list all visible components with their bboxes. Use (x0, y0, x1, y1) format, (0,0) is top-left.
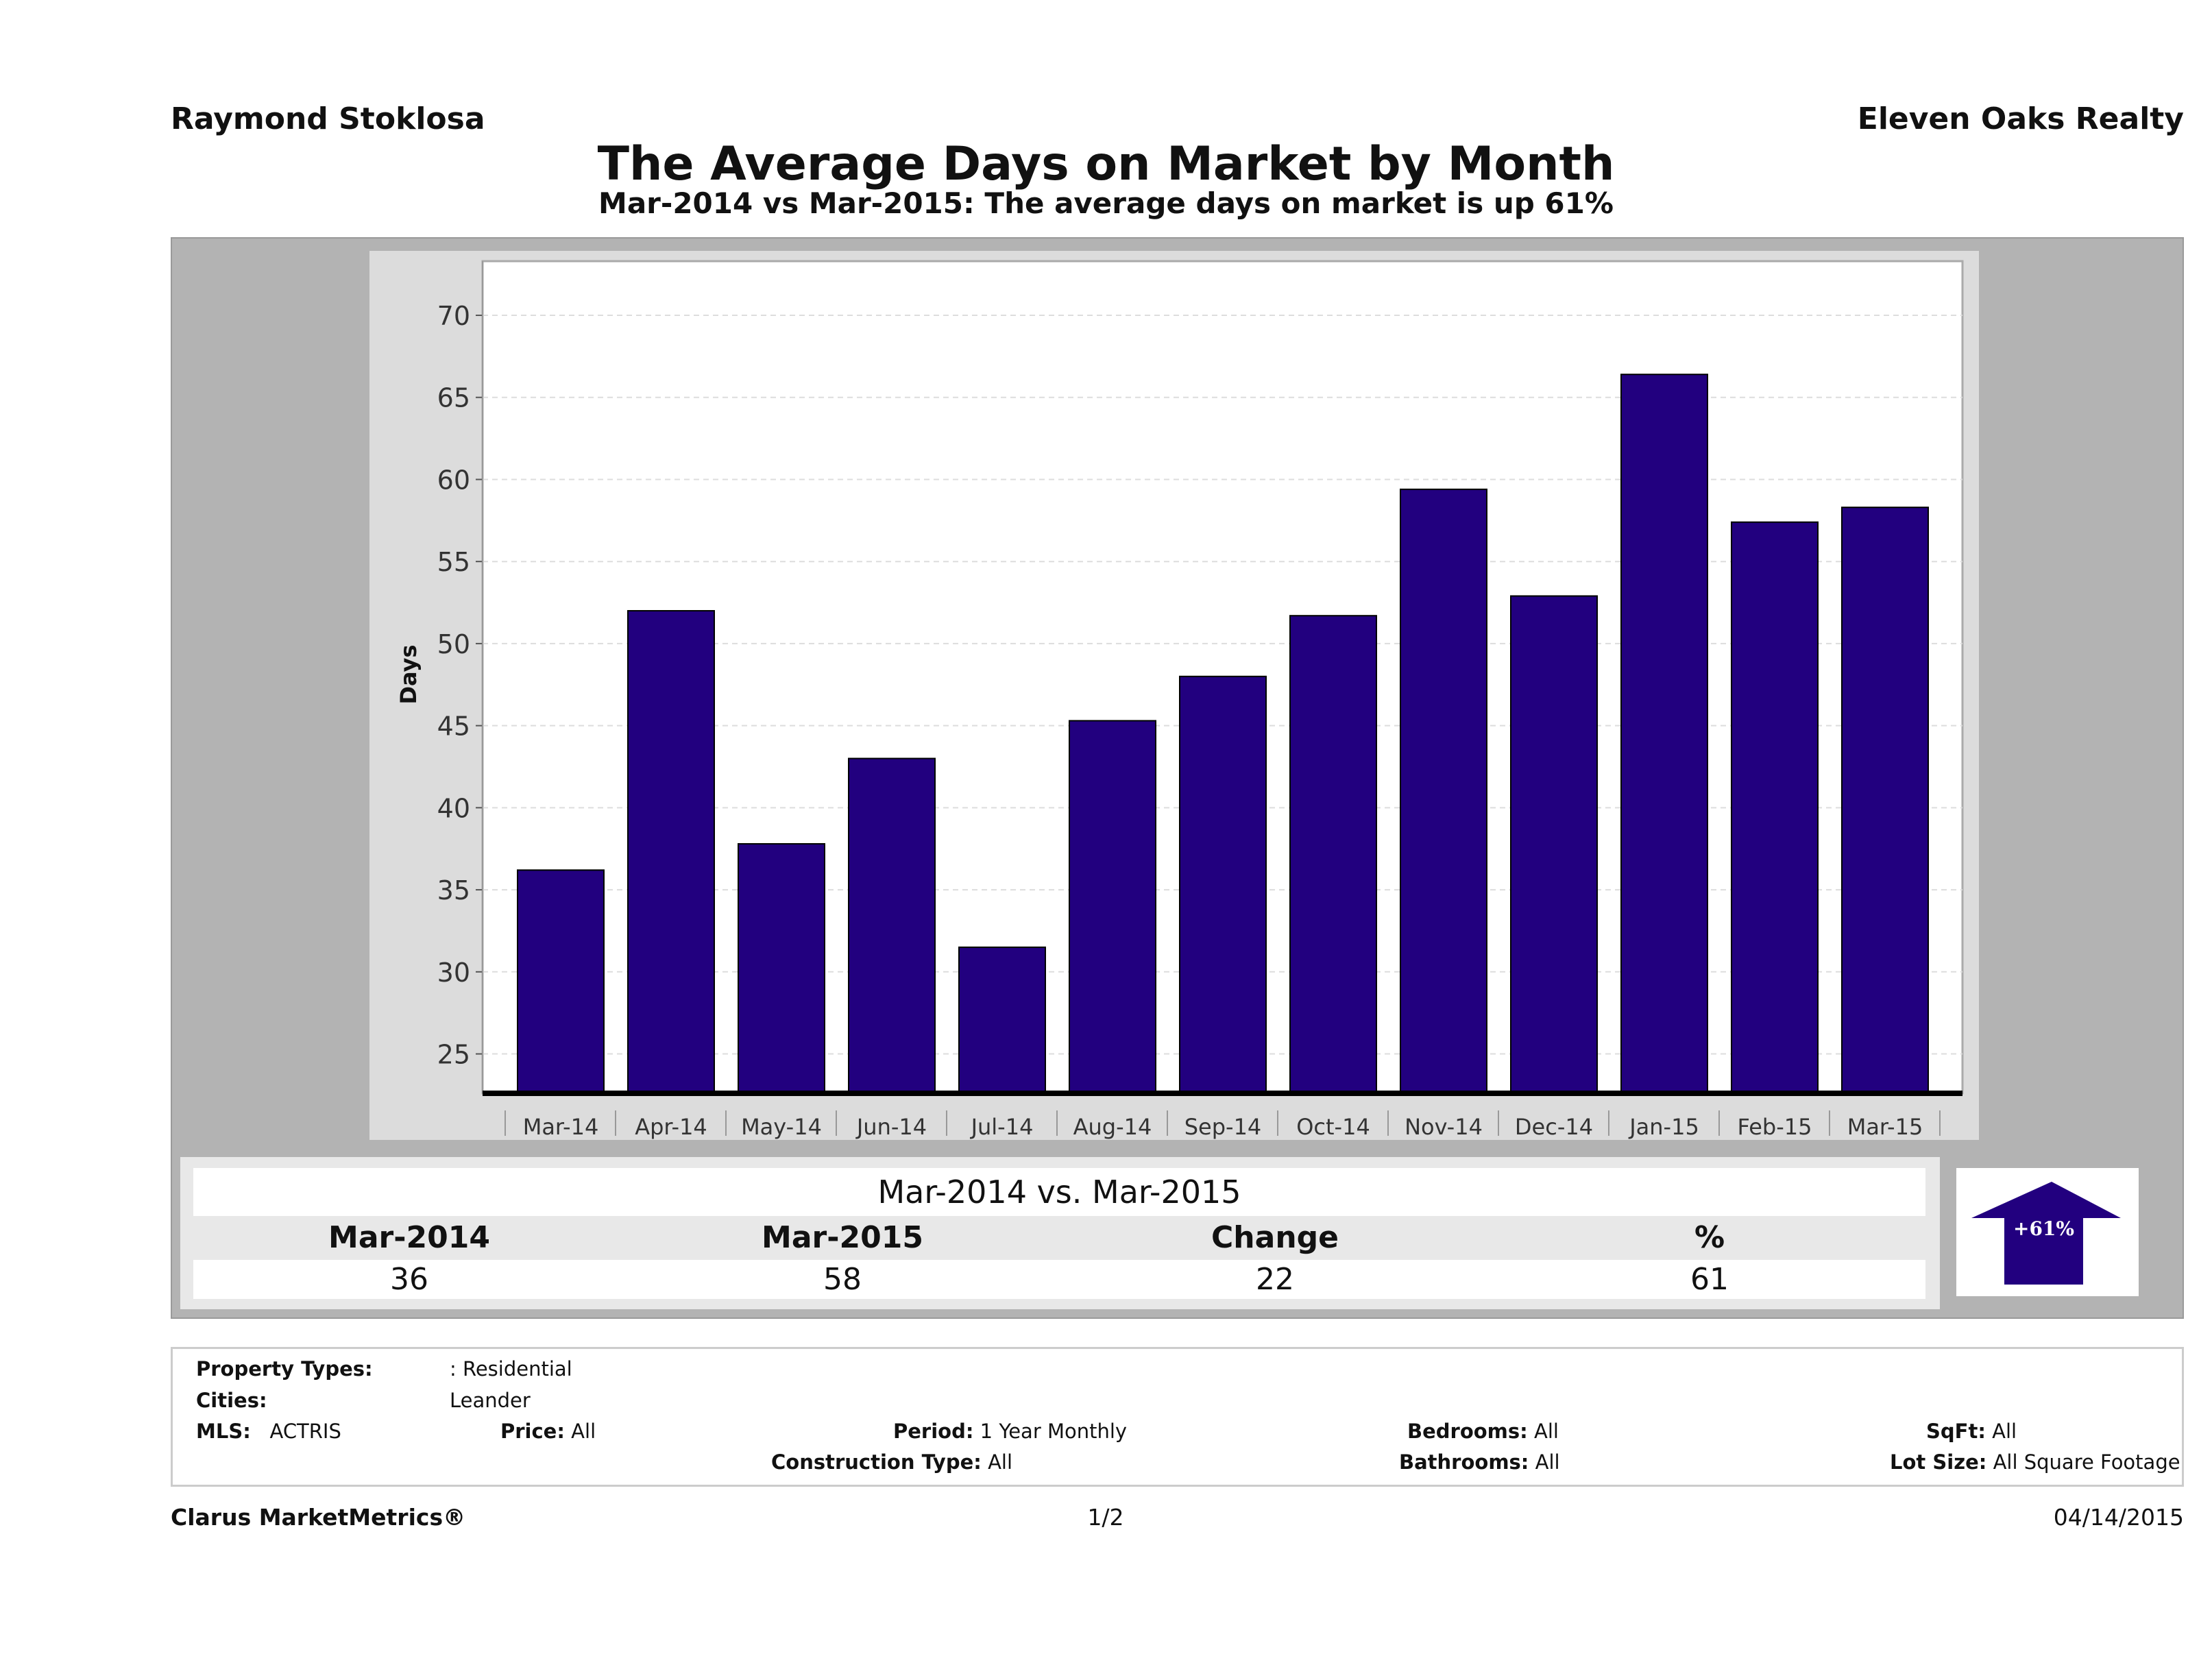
comparison-title-row: Mar-2014 vs. Mar-2015 (193, 1168, 1925, 1216)
footer-brand: Clarus MarketMetrics® (171, 1504, 466, 1531)
x-tick-label: Sep-14 (1184, 1114, 1262, 1140)
header-mar-2014: Mar-2014 (328, 1220, 490, 1255)
filter-lot-label: Lot Size: (1890, 1450, 1987, 1474)
comparison-title: Mar-2014 vs. Mar-2015 (877, 1174, 1241, 1211)
x-tick-label: Mar-14 (523, 1114, 599, 1140)
footer-page: 1/2 (1087, 1504, 1124, 1531)
bar-aug-14 (1069, 720, 1156, 1094)
filter-property-types-value: : Residential (450, 1357, 572, 1381)
filter-cities-label: Cities: (196, 1389, 267, 1412)
filter-property-types: Property Types: (196, 1357, 373, 1381)
y-tick-label: 60 (437, 465, 470, 495)
x-tick-label: Aug-14 (1073, 1114, 1152, 1140)
y-tick-label: 50 (437, 629, 470, 659)
filter-summary (171, 1347, 2184, 1487)
filter-construction-label: Construction Type: (771, 1450, 982, 1474)
x-tick-label: Mar-15 (1847, 1114, 1923, 1140)
filter-sqft-label: SqFt: (1926, 1420, 1986, 1443)
y-tick-label: 45 (437, 712, 470, 742)
value-change: 22 (1256, 1262, 1294, 1297)
agent-name: Raymond Stoklosa (171, 101, 485, 136)
filter-bedrooms-label: Bedrooms: (1407, 1420, 1528, 1443)
header-mar-2015: Mar-2015 (762, 1220, 923, 1255)
up-arrow-icon (1971, 1182, 2121, 1285)
x-tick-label: Oct-14 (1296, 1114, 1370, 1140)
y-tick-label: 65 (437, 383, 470, 413)
filter-period-value: 1 Year Monthly (980, 1420, 1128, 1443)
bar-feb-15 (1731, 521, 1819, 1094)
x-tick-label: Dec-14 (1515, 1114, 1593, 1140)
filter-price-label: Price: (500, 1420, 565, 1443)
filter-bedrooms-value: All (1533, 1420, 1559, 1443)
company-name: Eleven Oaks Realty (1857, 101, 2184, 136)
bar-dec-14 (1510, 595, 1598, 1094)
chart-subtitle: Mar-2014 vs Mar-2015: The average days o… (598, 186, 1614, 220)
y-tick-label: 35 (437, 875, 470, 905)
y-tick-label: 25 (437, 1040, 470, 1070)
filter-sqft-value: All (1992, 1420, 2017, 1443)
filter-mls-value: ACTRIS (269, 1420, 341, 1443)
value-mar-2014: 36 (390, 1262, 428, 1297)
filter-construction-value: All (988, 1450, 1013, 1474)
comparison-value-row: 36 58 22 61 (193, 1260, 1925, 1299)
x-tick-label: May-14 (741, 1114, 822, 1140)
filter-mls-label: MLS: (196, 1420, 251, 1443)
bar-jul-14 (958, 946, 1046, 1095)
header-percent: % (1694, 1220, 1725, 1255)
x-tick-label: Jun-14 (855, 1114, 927, 1140)
y-tick-label: 70 (437, 301, 470, 331)
bar-chart: 25 30 35 40 45 50 55 60 65 70 Days Mar-14 Apr-14 May-… (396, 260, 1964, 1140)
bar-nov-14 (1400, 488, 1487, 1094)
x-tick-label: Jan-15 (1628, 1114, 1699, 1140)
bar-apr-14 (627, 610, 715, 1094)
x-tick-label: Feb-15 (1738, 1114, 1812, 1140)
bar-mar-15 (1841, 507, 1929, 1095)
footer-date: 04/14/2015 (2053, 1504, 2184, 1531)
change-badge: +61% (1956, 1168, 2139, 1296)
filter-bathrooms-label: Bathrooms: (1399, 1450, 1529, 1474)
filter-bathrooms-value: All (1535, 1450, 1560, 1474)
bar-may-14 (738, 843, 825, 1094)
x-tick-label: Jul-14 (970, 1114, 1034, 1140)
filter-cities-value: Leander (450, 1389, 531, 1412)
x-tick-label: Nov-14 (1405, 1114, 1483, 1140)
filter-price-value: All (571, 1420, 596, 1443)
chart-title: The Average Days on Market by Month (597, 137, 1615, 191)
y-tick-label: 55 (437, 547, 470, 577)
bar-oct-14 (1289, 615, 1377, 1094)
bar-sep-14 (1179, 675, 1267, 1094)
bar-mar-14 (517, 869, 605, 1094)
filter-lot-value: All Square Footage (1993, 1450, 2180, 1474)
bar-jan-15 (1620, 374, 1708, 1094)
header-change: Change (1211, 1220, 1339, 1255)
y-axis-label: Days (396, 644, 422, 704)
change-badge-label: +61% (2013, 1217, 2075, 1240)
comparison-header-row: Mar-2014 Mar-2015 Change % (193, 1216, 1925, 1260)
y-tick-label: 30 (437, 958, 470, 988)
x-tick-label: Apr-14 (635, 1114, 707, 1140)
y-tick-label: 40 (437, 793, 470, 823)
value-percent: 61 (1690, 1262, 1729, 1297)
value-mar-2015: 58 (823, 1262, 862, 1297)
filter-period-label: Period: (893, 1420, 974, 1443)
bar-jun-14 (848, 757, 936, 1094)
